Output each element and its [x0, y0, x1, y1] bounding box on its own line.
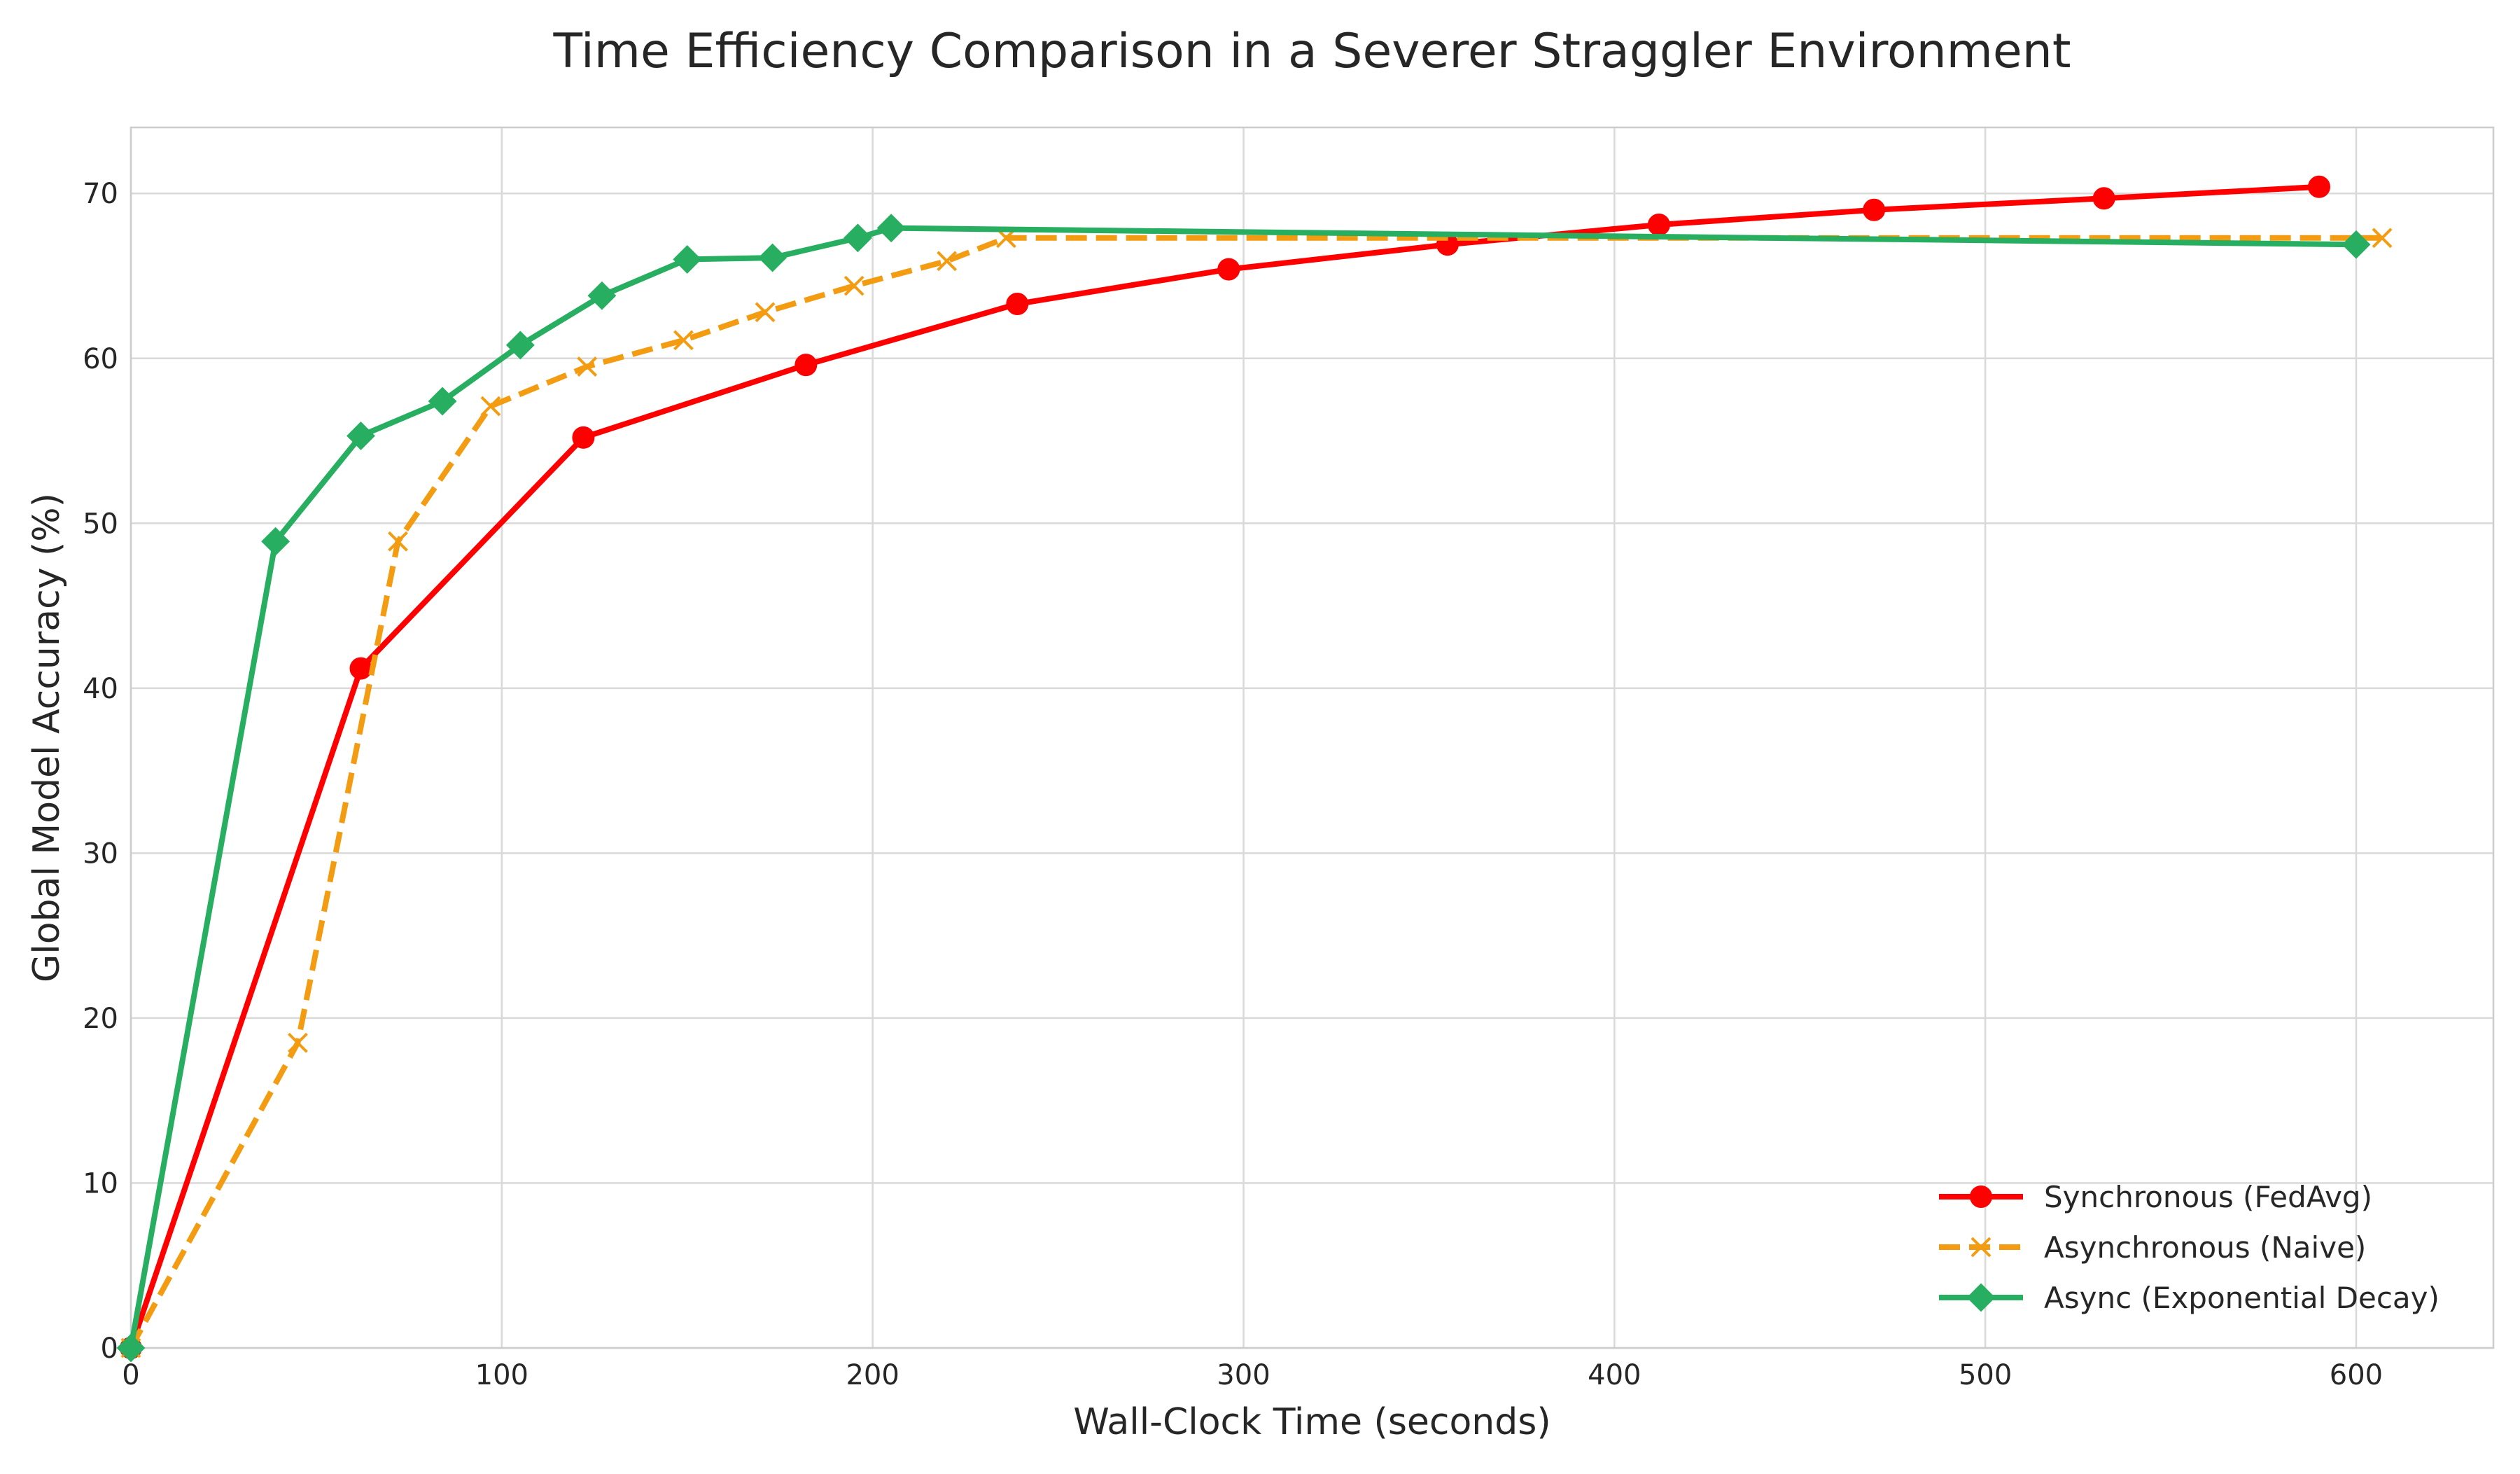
y-tick-label: 0 — [101, 1333, 118, 1365]
data-point — [346, 422, 375, 450]
data-point — [755, 302, 776, 323]
data-point — [1970, 1237, 1991, 1258]
data-point — [1647, 213, 1670, 236]
data-point — [2092, 187, 2115, 210]
legend-item: Asynchronous (Naive) — [1939, 1230, 2366, 1265]
legend-item: Synchronous (FedAvg) — [1939, 1180, 2372, 1214]
data-point — [1863, 198, 1886, 221]
legend-item: Async (Exponential Decay) — [1939, 1281, 2440, 1315]
data-point — [673, 330, 694, 351]
legend: Synchronous (FedAvg) Asynchronous (Naive)… — [1939, 1180, 2440, 1315]
tick-labels: 0 100 200 300 400 500 600 0 10 20 30 40 50 60 70 — [83, 178, 2383, 1391]
y-axis-label: Global Model Accuracy (%) — [26, 493, 68, 982]
y-tick-label: 20 — [83, 1003, 118, 1035]
data-point — [349, 657, 372, 680]
x-tick-label: 100 — [475, 1359, 528, 1391]
data-point — [116, 1333, 146, 1363]
series-line — [128, 183, 2320, 1349]
data-point — [673, 245, 702, 274]
data-point — [572, 426, 595, 449]
y-tick-label: 50 — [83, 508, 118, 540]
series-1 — [120, 175, 2330, 1359]
series-group — [116, 175, 2393, 1363]
data-point — [480, 396, 501, 417]
y-tick-label: 30 — [83, 837, 118, 870]
data-point — [794, 354, 818, 377]
data-point — [288, 1032, 308, 1053]
data-point — [2307, 175, 2330, 198]
x-tick-label: 300 — [1217, 1359, 1270, 1391]
legend-label: Synchronous (FedAvg) — [2044, 1180, 2372, 1214]
plot-frame — [130, 126, 2495, 1349]
data-point — [261, 527, 290, 556]
series-3 — [116, 214, 2371, 1363]
data-point — [587, 281, 617, 310]
data-point — [388, 531, 408, 552]
data-point — [844, 275, 864, 296]
x-tick-label: 500 — [1959, 1359, 2012, 1391]
data-point — [2342, 230, 2371, 259]
x-axis-label: Wall-Clock Time (seconds) — [1073, 1401, 1550, 1443]
y-tick-label: 10 — [83, 1167, 118, 1200]
data-point — [937, 251, 958, 272]
data-point — [1006, 293, 1029, 316]
data-point — [428, 387, 457, 416]
data-point — [505, 331, 535, 360]
grid — [130, 127, 2493, 1349]
y-tick-label: 40 — [83, 673, 118, 705]
x-tick-label: 400 — [1588, 1359, 1641, 1391]
data-point — [758, 243, 788, 272]
x-tick-label: 200 — [846, 1359, 899, 1391]
legend-label: Async (Exponential Decay) — [2044, 1281, 2440, 1315]
y-tick-label: 70 — [83, 178, 118, 210]
y-tick-label: 60 — [83, 343, 118, 375]
data-point — [577, 356, 598, 377]
data-point — [1217, 258, 1240, 281]
data-point — [876, 214, 906, 243]
data-point — [844, 223, 872, 253]
data-point — [1966, 1283, 1996, 1312]
legend-label: Asynchronous (Naive) — [2044, 1230, 2366, 1265]
series-line — [128, 235, 2383, 1349]
data-point — [1970, 1186, 1992, 1208]
x-tick-label: 0 — [122, 1359, 139, 1391]
data-point — [2372, 228, 2393, 249]
chart-title: Time Efficiency Comparison in a Severer … — [552, 24, 2071, 79]
x-tick-label: 600 — [2330, 1359, 2383, 1391]
